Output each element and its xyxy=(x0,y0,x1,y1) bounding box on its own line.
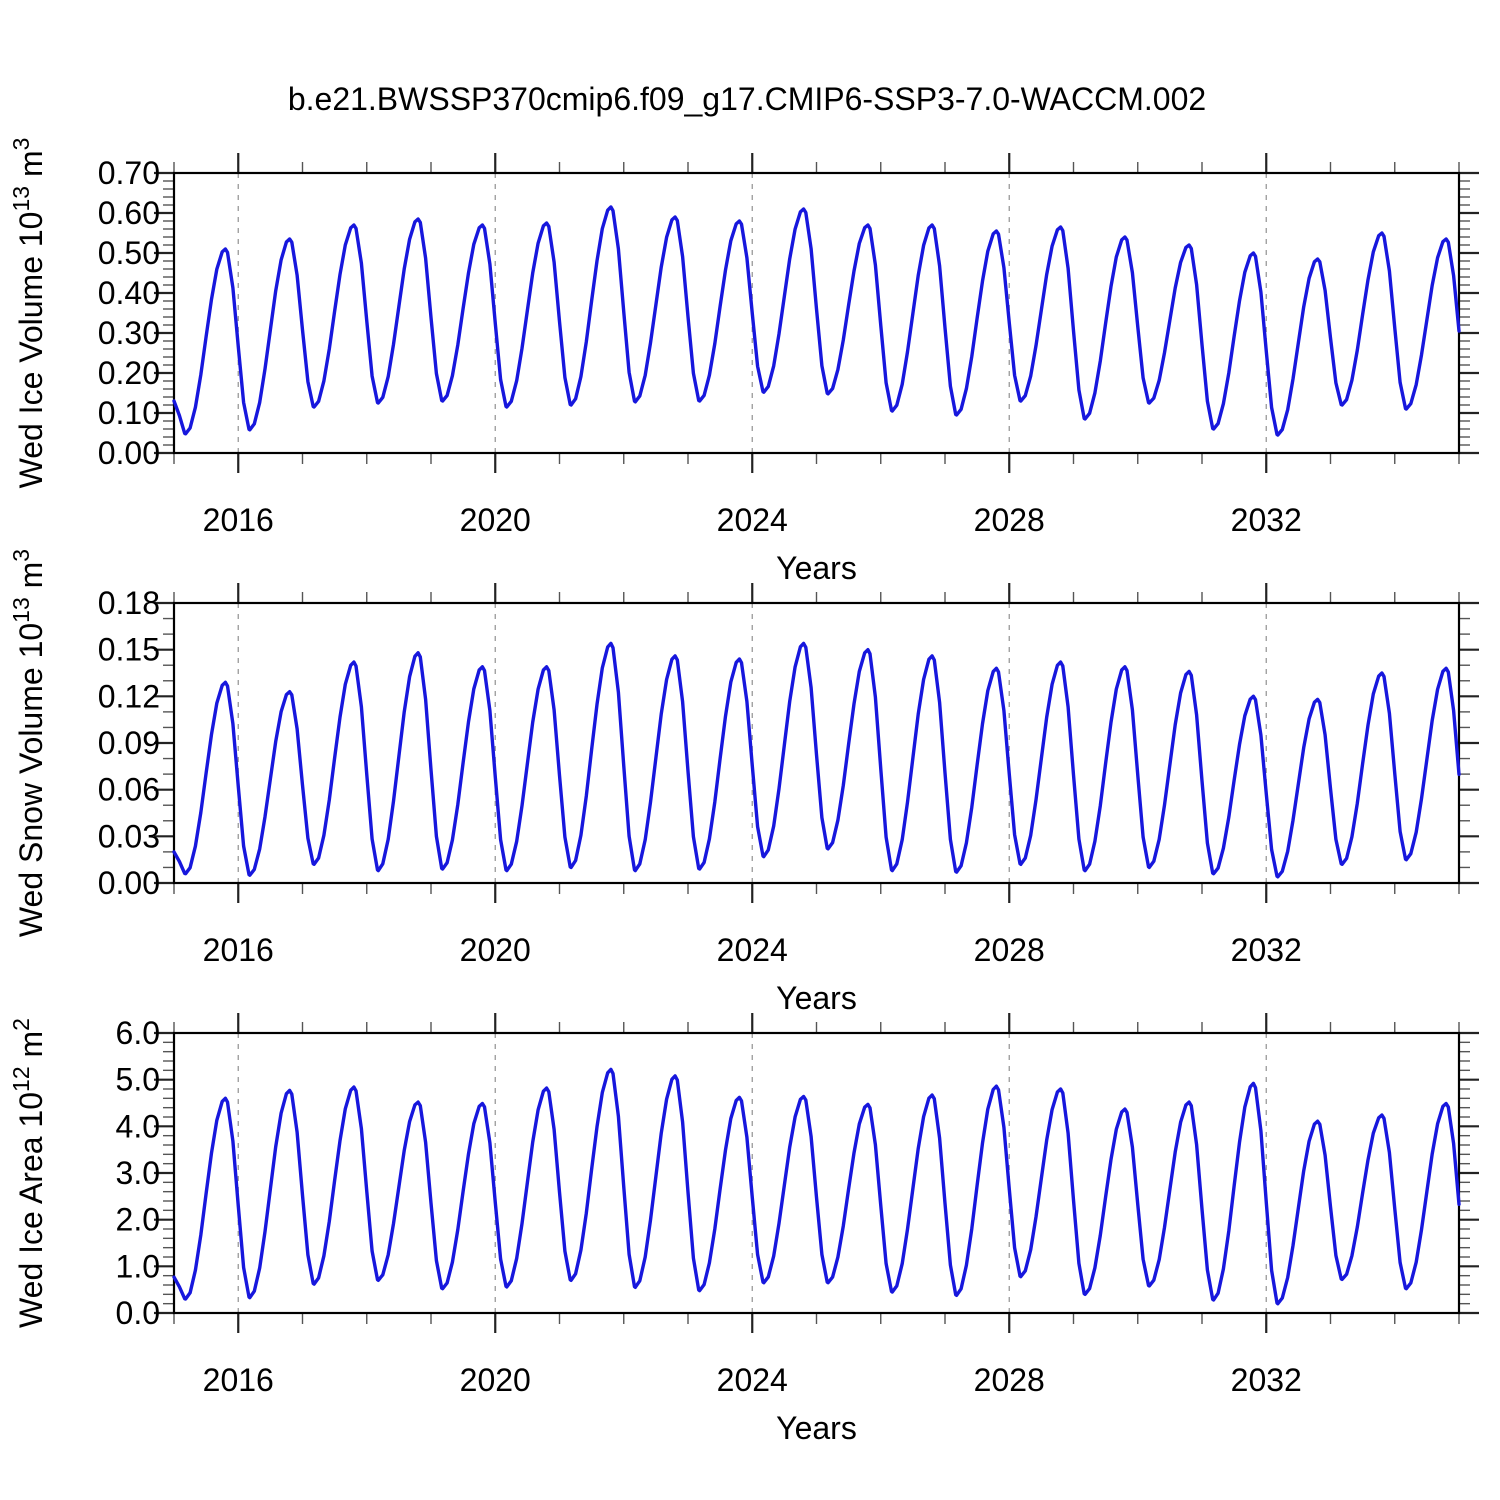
panel-2-x-tick-label: 2028 xyxy=(974,932,1045,968)
panel-2-x-tick-labels: 2016 2020 2024 2028 2032 xyxy=(203,932,1302,968)
panel-1-y-tick-label: 0.70 xyxy=(98,155,160,191)
panel-2-x-tick-label: 2016 xyxy=(203,932,274,968)
panel-2-x-tick-label: 2020 xyxy=(460,932,531,968)
panel-2-gridlines xyxy=(237,603,1267,883)
chart-title: b.e21.BWSSP370cmip6.f09_g17.CMIP6-SSP3-7… xyxy=(288,81,1206,117)
panel-1-y-tick-label: 0.50 xyxy=(98,235,160,271)
panel-3-x-axis-label: Years xyxy=(776,1410,857,1446)
panel-1-x-tick-label: 2024 xyxy=(717,502,788,538)
panel-3-y-tick-labels: 0.0 1.0 2.0 3.0 4.0 5.0 6.0 xyxy=(116,1015,160,1331)
panel-1-x-axis-label: Years xyxy=(776,550,857,586)
panel-1-y-tick-label: 0.20 xyxy=(98,355,160,391)
panel-3-y-tick-label: 0.0 xyxy=(116,1295,160,1331)
panel-1-y-ticks xyxy=(154,171,1479,455)
panel-2-x-tick-label: 2032 xyxy=(1231,932,1302,968)
panel-3-y-ticks xyxy=(154,1031,1479,1315)
panel-3-y-tick-label: 6.0 xyxy=(116,1015,160,1051)
panel-1-y-tick-labels: 0.00 0.10 0.20 0.30 0.40 0.50 0.60 0.70 xyxy=(98,155,160,471)
panel-1-y-tick-label: 0.00 xyxy=(98,435,160,471)
panel-1-y-tick-label: 0.10 xyxy=(98,395,160,431)
panel-3-wed-ice-area: 0.0 1.0 2.0 3.0 4.0 5.0 6.0 2016 2020 2024 2028 203… xyxy=(8,1013,1479,1446)
panel-1-x-tick-label: 2016 xyxy=(203,502,274,538)
panel-1-frame xyxy=(172,171,1461,455)
panel-3-series-line xyxy=(172,1067,1461,1306)
panel-2-x-axis-label: Years xyxy=(776,980,857,1016)
panel-3-x-tick-label: 2032 xyxy=(1231,1362,1302,1398)
panel-3-gridlines xyxy=(237,1033,1267,1313)
panel-1-x-tick-label: 2028 xyxy=(974,502,1045,538)
panel-1-wed-ice-volume: 0.00 0.10 0.20 0.30 0.40 0.50 0.60 0.70 2016 2020… xyxy=(8,138,1479,586)
panel-3-y-tick-label: 1.0 xyxy=(116,1248,160,1284)
panel-1-x-tick-labels: 2016 2020 2024 2028 2032 xyxy=(203,502,1302,538)
panel-2-y-tick-label: 0.15 xyxy=(98,632,160,668)
panel-2-wed-snow-volume: 0.00 0.03 0.06 0.09 0.12 0.15 0.18 2016 2020 2024… xyxy=(8,549,1479,1016)
panel-3-frame xyxy=(172,1031,1461,1315)
panel-1-x-ticks xyxy=(173,153,1460,473)
panel-2-y-tick-label: 0.03 xyxy=(98,818,160,854)
panel-2-y-tick-labels: 0.00 0.03 0.06 0.09 0.12 0.15 0.18 xyxy=(98,585,160,901)
panel-1-y-tick-label: 0.30 xyxy=(98,315,160,351)
panel-1-y-tick-label: 0.60 xyxy=(98,195,160,231)
panel-1-gridlines xyxy=(237,173,1267,453)
panel-1-y-axis-title: Wed Ice Volume 1013 m3 xyxy=(8,138,49,489)
panel-3-x-tick-label: 2016 xyxy=(203,1362,274,1398)
panel-3-y-tick-label: 4.0 xyxy=(116,1108,160,1144)
panel-3-y-tick-label: 3.0 xyxy=(116,1155,160,1191)
panel-3-x-ticks xyxy=(173,1013,1460,1333)
panel-2-y-tick-label: 0.06 xyxy=(98,772,160,808)
panel-2-y-tick-label: 0.09 xyxy=(98,725,160,761)
panel-3-x-tick-label: 2024 xyxy=(717,1362,788,1398)
panel-1-x-tick-label: 2032 xyxy=(1231,502,1302,538)
panel-3-x-tick-label: 2020 xyxy=(460,1362,531,1398)
panel-2-y-tick-label: 0.18 xyxy=(98,585,160,621)
panel-2-y-axis-title: Wed Snow Volume 1013 m3 xyxy=(8,549,49,937)
panel-2-series-line xyxy=(172,641,1461,879)
panel-3-x-tick-labels: 2016 2020 2024 2028 2032 xyxy=(203,1362,1302,1398)
panel-3-y-tick-label: 2.0 xyxy=(116,1202,160,1238)
panel-1-x-tick-label: 2020 xyxy=(460,502,531,538)
panel-3-y-tick-label: 5.0 xyxy=(116,1062,160,1098)
panel-3-x-tick-label: 2028 xyxy=(974,1362,1045,1398)
panel-1-y-tick-label: 0.40 xyxy=(98,275,160,311)
panel-1-series-line xyxy=(172,205,1461,437)
panel-2-x-tick-label: 2024 xyxy=(717,932,788,968)
panel-2-y-ticks xyxy=(154,601,1479,885)
panel-2-y-tick-label: 0.00 xyxy=(98,865,160,901)
panel-2-frame xyxy=(172,601,1461,885)
panel-2-y-tick-label: 0.12 xyxy=(98,678,160,714)
panels-group: 0.00 0.10 0.20 0.30 0.40 0.50 0.60 0.70 2016 2020… xyxy=(8,138,1479,1446)
panel-3-y-axis-title: Wed Ice Area 1012 m2 xyxy=(8,1018,49,1328)
panel-2-x-ticks xyxy=(173,583,1460,903)
